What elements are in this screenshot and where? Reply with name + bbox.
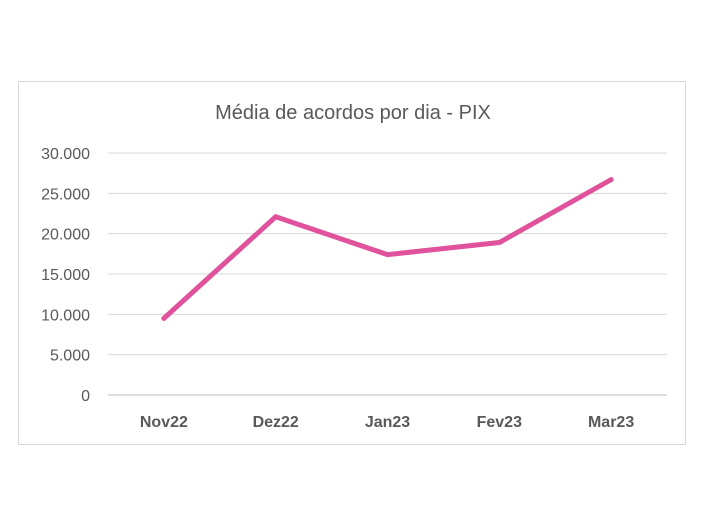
x-tick-label: Mar23	[588, 414, 634, 431]
data-point	[273, 214, 279, 220]
x-axis-ticks: Nov22 Dez22 Jan23 Fev23 Mar23	[140, 414, 634, 431]
data-point	[496, 240, 502, 246]
y-tick-label: 30.000	[41, 146, 90, 163]
x-tick-label: Nov22	[140, 414, 188, 431]
x-tick-label: Fev23	[477, 414, 522, 431]
y-tick-label: 20.000	[41, 227, 90, 244]
y-tick-label: 10.000	[41, 307, 90, 324]
y-axis-ticks: 0 5.000 10.000 15.000 20.000 25.000 30.000	[41, 146, 90, 405]
x-tick-label: Jan23	[365, 414, 410, 431]
y-tick-label: 5.000	[50, 348, 90, 365]
y-tick-label: 15.000	[41, 267, 90, 284]
series-group	[161, 177, 614, 321]
chart-title: Média de acordos por dia - PIX	[215, 102, 491, 124]
series-line	[161, 177, 614, 321]
y-tick-label: 25.000	[41, 186, 90, 203]
data-point	[161, 315, 167, 321]
y-tick-label: 0	[81, 388, 90, 405]
chart-frame: Média de acordos por dia - PIX 0 5.000 10.…	[18, 81, 686, 445]
data-point	[385, 252, 390, 258]
data-point	[608, 177, 614, 183]
gridlines	[108, 152, 667, 396]
x-tick-label: Dez22	[253, 414, 299, 431]
